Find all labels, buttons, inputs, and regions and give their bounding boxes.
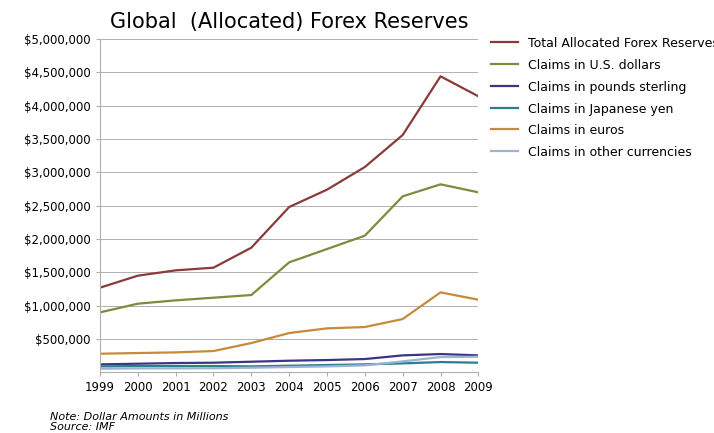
Total Allocated Forex Reserves — [134, 273, 142, 278]
Claims in U.S. dollars — [247, 292, 256, 297]
Claims in euros — [436, 290, 445, 295]
Claims in Japanese yen — [96, 364, 104, 369]
Claims in other currencies — [96, 366, 104, 372]
Claims in euros — [323, 326, 331, 331]
Claims in U.S. dollars — [323, 246, 331, 252]
Claims in other currencies — [474, 354, 483, 359]
Claims in U.S. dollars — [171, 298, 180, 303]
Claims in other currencies — [209, 365, 218, 371]
Claims in Japanese yen — [361, 362, 369, 367]
Claims in euros — [398, 317, 407, 322]
Line: Claims in U.S. dollars: Claims in U.S. dollars — [100, 184, 478, 312]
Line: Claims in pounds sterling: Claims in pounds sterling — [100, 354, 478, 365]
Claims in other currencies — [436, 355, 445, 360]
Claims in U.S. dollars — [96, 310, 104, 315]
Claims in Japanese yen — [285, 363, 293, 368]
Claims in Japanese yen — [323, 362, 331, 368]
Claims in Japanese yen — [134, 363, 142, 368]
Total Allocated Forex Reserves — [285, 204, 293, 210]
Claims in U.S. dollars — [361, 233, 369, 238]
Claims in euros — [171, 350, 180, 355]
Total Allocated Forex Reserves — [171, 268, 180, 273]
Text: Source: IMF: Source: IMF — [50, 422, 115, 432]
Claims in pounds sterling — [96, 362, 104, 367]
Legend: Total Allocated Forex Reserves, Claims in U.S. dollars, Claims in pounds sterlin: Total Allocated Forex Reserves, Claims i… — [486, 32, 714, 164]
Claims in other currencies — [361, 363, 369, 368]
Claims in Japanese yen — [474, 360, 483, 365]
Total Allocated Forex Reserves — [323, 187, 331, 192]
Claims in pounds sterling — [171, 360, 180, 365]
Claims in other currencies — [398, 359, 407, 364]
Claims in euros — [285, 330, 293, 336]
Claims in euros — [361, 324, 369, 330]
Claims in euros — [247, 340, 256, 346]
Claims in pounds sterling — [361, 356, 369, 362]
Total Allocated Forex Reserves — [436, 74, 445, 79]
Claims in euros — [474, 297, 483, 302]
Claims in other currencies — [323, 364, 331, 369]
Claims in pounds sterling — [134, 361, 142, 366]
Claims in Japanese yen — [209, 363, 218, 368]
Claims in euros — [134, 350, 142, 355]
Claims in pounds sterling — [209, 360, 218, 365]
Line: Total Allocated Forex Reserves: Total Allocated Forex Reserves — [100, 76, 478, 288]
Claims in U.S. dollars — [285, 260, 293, 265]
Claims in other currencies — [285, 365, 293, 370]
Line: Claims in other currencies: Claims in other currencies — [100, 357, 478, 369]
Claims in U.S. dollars — [398, 194, 407, 199]
Claims in pounds sterling — [247, 359, 256, 364]
Line: Claims in Japanese yen: Claims in Japanese yen — [100, 362, 478, 366]
Claims in other currencies — [171, 366, 180, 371]
Line: Claims in euros: Claims in euros — [100, 292, 478, 354]
Claims in euros — [209, 349, 218, 354]
Claims in pounds sterling — [474, 353, 483, 358]
Total Allocated Forex Reserves — [398, 132, 407, 138]
Claims in U.S. dollars — [209, 295, 218, 301]
Claims in Japanese yen — [436, 359, 445, 365]
Total Allocated Forex Reserves — [96, 285, 104, 290]
Claims in other currencies — [247, 365, 256, 370]
Total Allocated Forex Reserves — [474, 94, 483, 99]
Total Allocated Forex Reserves — [209, 265, 218, 270]
Claims in other currencies — [134, 366, 142, 371]
Claims in U.S. dollars — [134, 301, 142, 306]
Claims in pounds sterling — [398, 353, 407, 358]
Claims in Japanese yen — [171, 363, 180, 368]
Title: Global  (Allocated) Forex Reserves: Global (Allocated) Forex Reserves — [110, 12, 468, 32]
Claims in U.S. dollars — [474, 190, 483, 195]
Claims in pounds sterling — [436, 352, 445, 357]
Total Allocated Forex Reserves — [247, 245, 256, 250]
Text: Note: Dollar Amounts in Millions: Note: Dollar Amounts in Millions — [50, 412, 228, 422]
Claims in pounds sterling — [323, 358, 331, 363]
Total Allocated Forex Reserves — [361, 165, 369, 170]
Claims in euros — [96, 351, 104, 356]
Claims in Japanese yen — [398, 361, 407, 366]
Claims in U.S. dollars — [436, 182, 445, 187]
Claims in Japanese yen — [247, 364, 256, 369]
Claims in pounds sterling — [285, 358, 293, 363]
